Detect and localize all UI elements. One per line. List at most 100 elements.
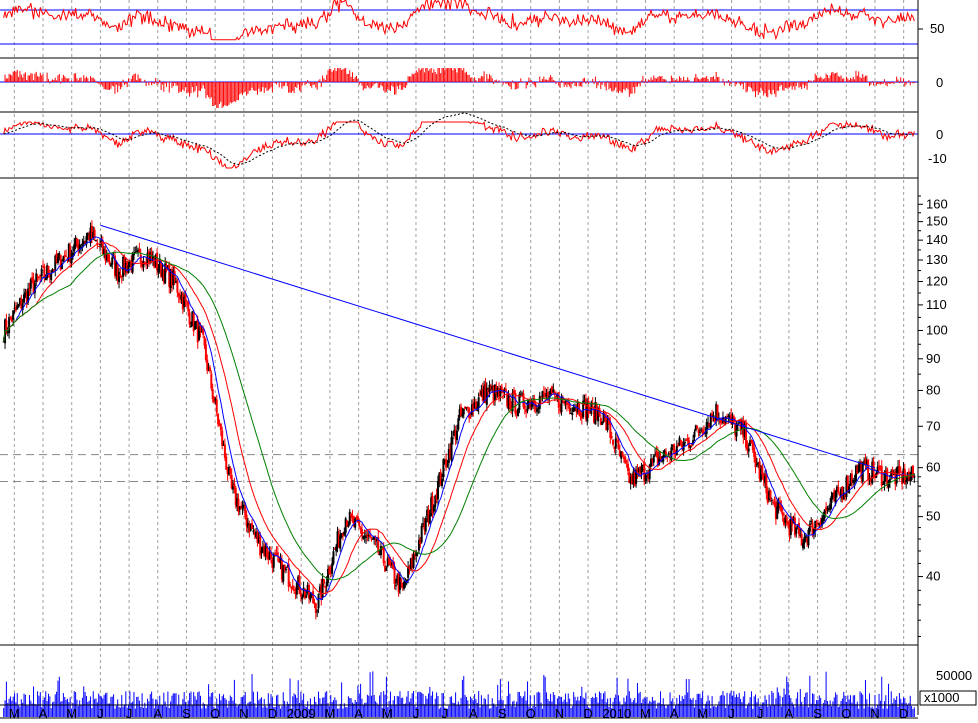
candle-body — [506, 393, 509, 407]
candle-body — [183, 296, 186, 307]
candle-body — [122, 256, 125, 277]
candle-body — [324, 585, 327, 588]
candle-body — [784, 517, 787, 523]
candle-body — [363, 535, 366, 538]
candle-body — [526, 402, 529, 411]
candle-body — [242, 504, 245, 506]
month-label: S — [813, 706, 822, 721]
candle-body — [202, 328, 205, 335]
month-label: N — [555, 706, 564, 721]
candle-body — [819, 520, 822, 527]
candle-body — [806, 537, 809, 543]
candle-body — [109, 264, 112, 267]
candle-body — [37, 276, 40, 278]
candle-body — [518, 394, 521, 411]
candle-body — [264, 546, 267, 556]
candle-body — [400, 579, 403, 582]
month-label: M — [324, 706, 335, 721]
candle-body — [864, 459, 867, 465]
candle-body — [522, 393, 525, 408]
candle-body — [119, 274, 122, 277]
osc2-tick-label: 0 — [936, 75, 943, 90]
candle-body — [852, 479, 855, 483]
candle-body — [643, 462, 646, 481]
candle-body — [332, 551, 335, 564]
candle-body — [867, 459, 870, 481]
candle-body — [781, 512, 784, 516]
candle-body — [278, 557, 281, 563]
candle-body — [321, 579, 324, 598]
candle-body — [405, 579, 408, 583]
candle-body — [409, 558, 412, 570]
candle-body — [620, 451, 623, 459]
candle-body — [906, 472, 909, 482]
candle-body — [107, 253, 110, 262]
candle-body — [517, 409, 520, 417]
candle-body — [799, 534, 802, 536]
candle-body — [537, 407, 540, 409]
candle-body — [6, 330, 9, 333]
candle-body — [683, 442, 686, 444]
candle-body — [412, 554, 415, 569]
candle-body — [25, 291, 28, 305]
candle-body — [293, 589, 296, 592]
candle-body — [768, 490, 771, 501]
candle-body — [489, 386, 492, 389]
price-tick-label: 90 — [926, 351, 940, 366]
candle-body — [36, 276, 39, 278]
candle-body — [217, 413, 220, 425]
candle-body — [408, 567, 411, 569]
candle-body — [97, 246, 100, 248]
candle-body — [848, 486, 851, 494]
candle-body — [113, 255, 116, 276]
month-label: D — [583, 706, 592, 721]
candle-body — [59, 254, 62, 270]
candle-body — [834, 491, 837, 504]
candle-body — [655, 452, 658, 455]
candle-body — [601, 422, 604, 425]
candle-body — [234, 487, 237, 506]
price-tick-label: 110 — [926, 297, 947, 312]
candle-body — [17, 304, 20, 308]
candle-body — [754, 456, 757, 468]
candle-body — [302, 587, 305, 597]
candle-body — [835, 486, 838, 492]
candle-body — [118, 271, 121, 283]
candle-body — [413, 555, 416, 557]
candle-body — [382, 547, 385, 564]
candle-body — [690, 444, 693, 447]
candle-body — [723, 420, 726, 425]
candle-body — [29, 279, 32, 289]
candle-body — [42, 266, 45, 268]
candle-body — [857, 465, 860, 473]
candle-body — [151, 256, 154, 262]
candle-body — [369, 534, 372, 538]
candle-body — [594, 402, 597, 425]
candle-body — [898, 466, 901, 475]
candle-body — [705, 422, 708, 434]
candle-body — [378, 553, 381, 555]
candle-body — [351, 515, 354, 518]
candle-body — [541, 391, 544, 398]
candle-body — [295, 582, 298, 595]
candle-body — [887, 481, 890, 488]
candle-body — [793, 517, 796, 536]
candle-body — [811, 522, 814, 536]
candle-body — [871, 461, 874, 484]
candle-body — [343, 531, 346, 535]
candle-body — [206, 359, 209, 371]
candle-body — [484, 383, 487, 403]
candle-body — [283, 564, 286, 570]
candle-body — [101, 240, 104, 254]
candle-body — [621, 451, 624, 456]
candle-body — [404, 581, 407, 585]
candle-body — [88, 234, 91, 241]
candle-body — [128, 261, 131, 265]
candle-body — [287, 564, 290, 587]
candle-body — [844, 493, 847, 497]
candle-body — [221, 430, 224, 446]
candle-body — [33, 283, 36, 294]
candle-body — [498, 388, 501, 398]
osc3-line — [3, 120, 915, 169]
